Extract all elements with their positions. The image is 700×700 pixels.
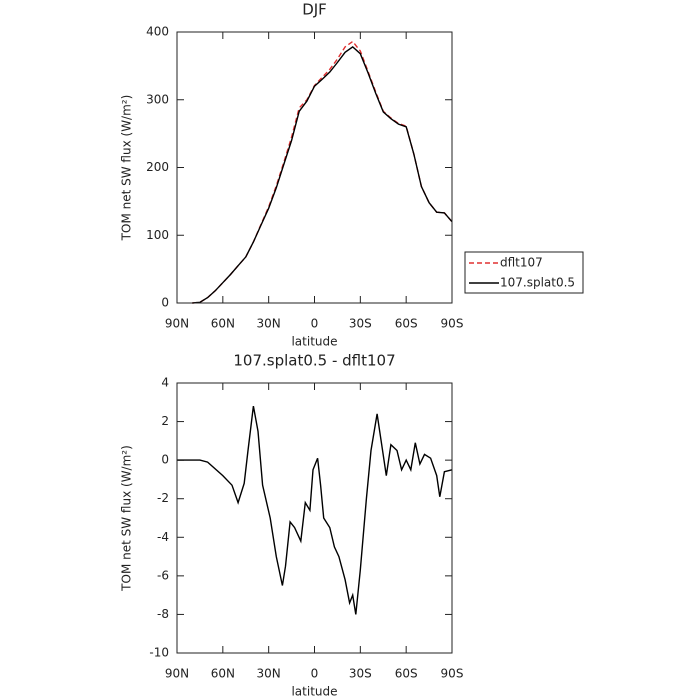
y-tick-label: 400: [146, 25, 169, 39]
x-tick-label: 60N: [211, 317, 235, 331]
x-tick-label: 90S: [441, 667, 464, 681]
y-tick-label: -2: [157, 491, 169, 505]
y-tick-label: -4: [157, 530, 169, 544]
chart-title: DJF: [302, 1, 327, 19]
x-tick-label: 0: [311, 667, 319, 681]
y-tick-label: 2: [161, 414, 169, 428]
x-axis-label: latitude: [291, 335, 337, 349]
chart-title: 107.splat0.5 - dflt107: [233, 352, 395, 370]
y-tick-label: 0: [161, 296, 169, 310]
legend-label: 107.splat0.5: [500, 276, 575, 290]
x-tick-label: 30N: [257, 317, 281, 331]
x-tick-label: 30S: [349, 667, 372, 681]
x-tick-label: 90N: [165, 667, 189, 681]
y-tick-label: 4: [161, 376, 169, 390]
x-tick-label: 90S: [441, 317, 464, 331]
legend-label: dflt107: [500, 256, 543, 270]
data-line: [192, 40, 453, 304]
data-line: [192, 46, 453, 304]
x-axis-label: latitude: [291, 685, 337, 699]
y-tick-label: -8: [157, 607, 169, 621]
data-line: [177, 405, 453, 615]
x-tick-label: 30S: [349, 317, 372, 331]
x-tick-label: 60S: [395, 317, 418, 331]
x-tick-label: 60N: [211, 667, 235, 681]
y-tick-label: 300: [146, 92, 169, 106]
legend-box: [464, 251, 584, 294]
y-tick-label: 200: [146, 160, 169, 174]
y-axis-label: TOM net SW flux (W/m²): [120, 445, 134, 592]
x-tick-label: 60S: [395, 667, 418, 681]
y-axis-label: TOM net SW flux (W/m²): [120, 95, 134, 242]
x-tick-label: 30N: [257, 667, 281, 681]
plot-frame: [176, 382, 453, 654]
y-tick-label: 0: [161, 453, 169, 467]
y-tick-label: -10: [149, 646, 169, 660]
plot-frame: [176, 31, 453, 304]
x-tick-label: 0: [311, 317, 319, 331]
y-tick-label: -6: [157, 568, 169, 582]
x-tick-label: 90N: [165, 317, 189, 331]
y-tick-label: 100: [146, 228, 169, 242]
